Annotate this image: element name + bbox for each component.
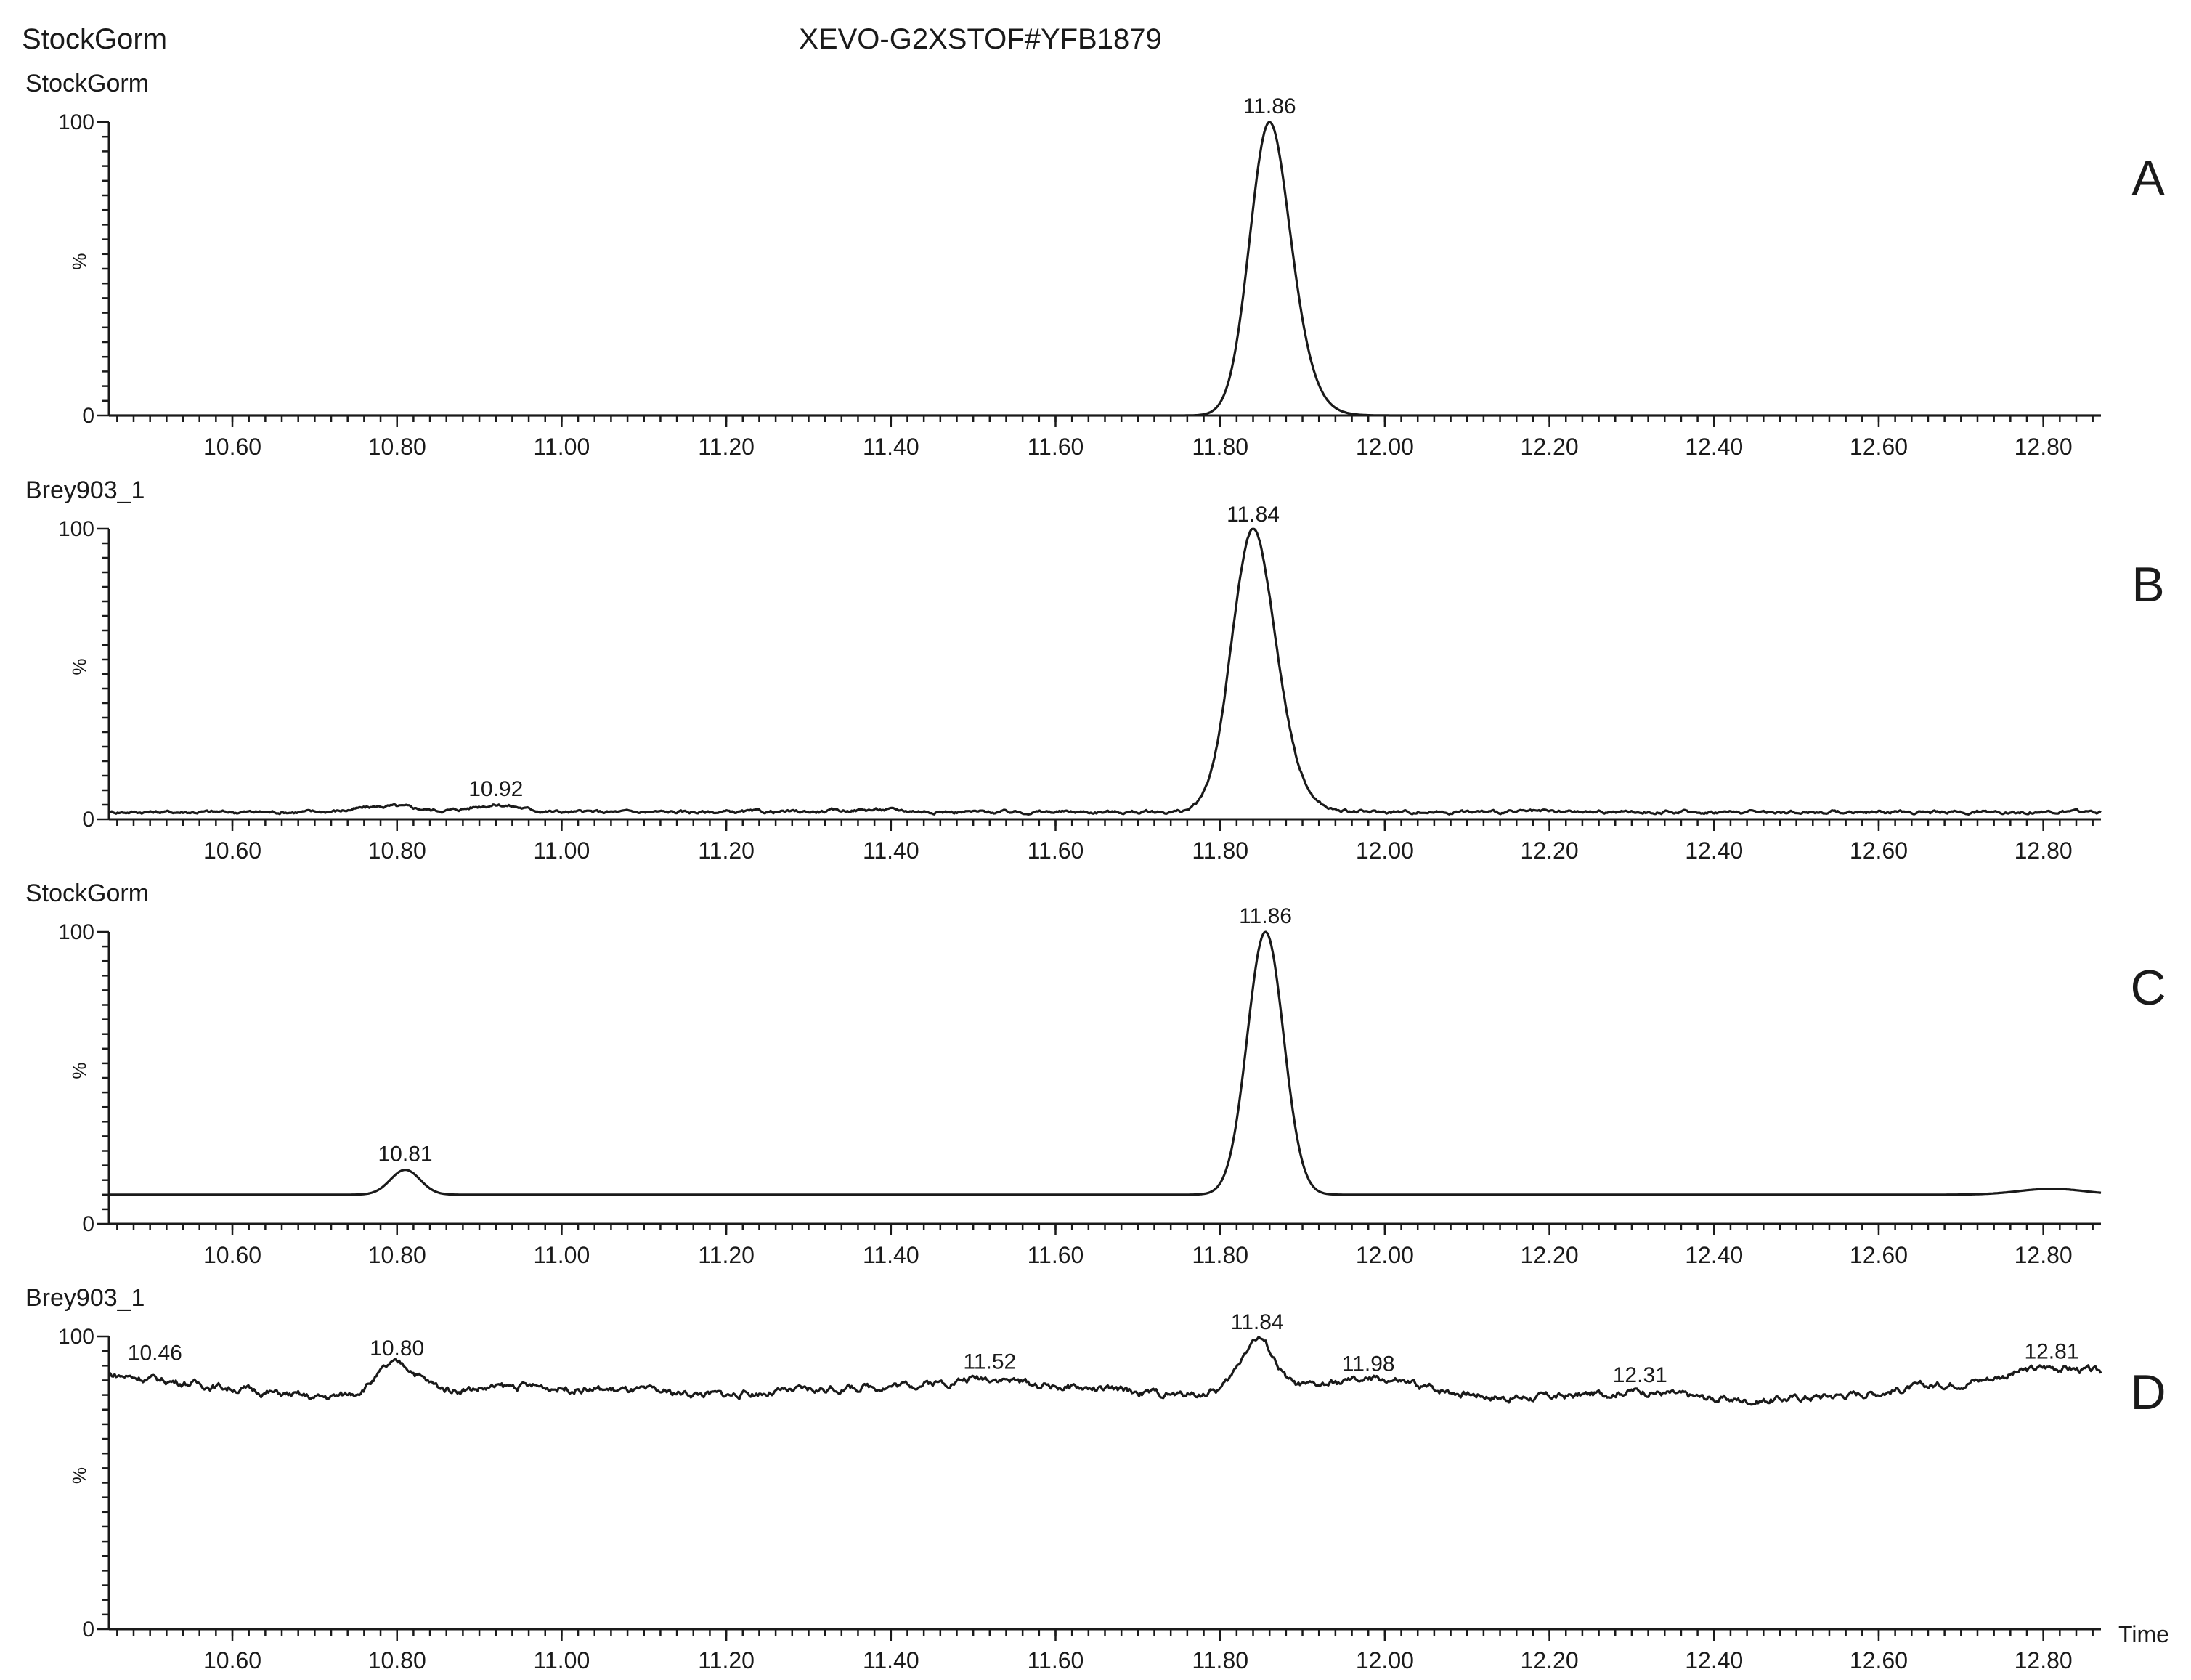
- y-axis-label: %: [68, 1467, 90, 1484]
- x-tick-label: 12.20: [1521, 1242, 1579, 1268]
- x-tick-label: 11.60: [1028, 837, 1084, 864]
- x-tick-label: 10.60: [203, 1242, 261, 1268]
- trace-label: Brey903_1: [25, 1284, 145, 1312]
- peak-label: 10.81: [378, 1143, 433, 1166]
- x-tick-label: 11.00: [534, 837, 590, 864]
- chart-panel-d: Brey903_1 D 0 100% 10.60 10.80 11.00 11.20 11.40…: [25, 1284, 2169, 1673]
- chromatogram-trace: [108, 1336, 2102, 1406]
- x-axis-label: Time: [2118, 1621, 2169, 1647]
- panel-letter: A: [2131, 150, 2165, 206]
- x-tick-label: 10.60: [203, 1647, 261, 1673]
- peak-label: 11.84: [1227, 503, 1280, 527]
- x-tick-label: 12.80: [2015, 1242, 2073, 1268]
- peak-label: 11.52: [963, 1350, 1016, 1373]
- chromatogram-trace: [109, 121, 2101, 417]
- peak-label: 11.86: [1239, 904, 1292, 928]
- x-tick-label: 11.40: [863, 837, 919, 864]
- x-tick-label: 11.20: [698, 434, 755, 460]
- peak-label: 11.98: [1342, 1352, 1395, 1376]
- x-tick-label: 12.60: [1850, 1242, 1908, 1268]
- peak-label: 12.81: [2024, 1339, 2078, 1363]
- y-axis-label: %: [68, 1062, 90, 1079]
- x-tick-label: 12.40: [1685, 1242, 1743, 1268]
- chart-panel-c: StockGorm C 0 100% 10.60 10.80 11.00 11.20 11.40…: [25, 880, 2166, 1268]
- x-tick-label: 10.60: [203, 837, 261, 864]
- y-tick-label: 100: [58, 110, 94, 134]
- x-tick-label: 12.20: [1521, 837, 1579, 864]
- peak-label: 12.31: [1613, 1363, 1667, 1387]
- x-tick-label: 10.80: [368, 434, 426, 460]
- x-tick-label: 11.00: [534, 1242, 590, 1268]
- chromatogram-trace: [109, 930, 2102, 1196]
- peak-label: 11.84: [1231, 1310, 1284, 1334]
- trace-label: Brey903_1: [25, 476, 145, 504]
- x-tick-label: 10.80: [368, 837, 426, 864]
- x-tick-label: 11.00: [534, 1647, 590, 1673]
- x-tick-label: 11.60: [1028, 1242, 1084, 1268]
- x-tick-label: 12.00: [1356, 837, 1414, 864]
- x-tick-label: 12.60: [1850, 1647, 1908, 1673]
- peak-label: 10.80: [370, 1336, 424, 1360]
- x-tick-label: 12.60: [1850, 434, 1908, 460]
- instrument-title: XEVO-G2XSTOF#YFB1879: [799, 23, 1162, 55]
- x-tick-label: 11.40: [863, 1647, 919, 1673]
- y-tick-label: 0: [82, 404, 94, 428]
- x-tick-label: 10.80: [368, 1647, 426, 1673]
- peak-label: 11.86: [1243, 94, 1296, 118]
- trace-label: StockGorm: [25, 880, 149, 907]
- x-tick-label: 11.80: [1192, 1242, 1248, 1268]
- x-tick-label: 11.40: [863, 434, 919, 460]
- x-tick-label: 11.60: [1028, 434, 1084, 460]
- panel-letter: C: [2130, 960, 2166, 1015]
- x-tick-label: 12.20: [1521, 1647, 1579, 1673]
- x-tick-label: 10.80: [368, 1242, 426, 1268]
- x-tick-label: 11.20: [698, 1242, 755, 1268]
- y-tick-label: 0: [82, 1618, 94, 1642]
- x-tick-label: 11.20: [698, 837, 755, 864]
- y-tick-label: 0: [82, 808, 94, 832]
- x-tick-label: 12.00: [1356, 434, 1414, 460]
- y-tick-label: 100: [58, 920, 94, 944]
- y-axis-label: %: [68, 253, 90, 269]
- trace-label: StockGorm: [25, 70, 149, 97]
- x-tick-label: 12.80: [2015, 1647, 2073, 1673]
- y-tick-label: 100: [58, 517, 94, 541]
- x-tick-label: 12.40: [1685, 1647, 1743, 1673]
- chart-panel-b: Brey903_1 B 0 100% 10.60 10.80 11.00 11.20 11.40…: [25, 476, 2165, 864]
- peak-label: 10.46: [128, 1341, 182, 1365]
- y-tick-label: 0: [82, 1212, 94, 1236]
- x-tick-label: 12.00: [1356, 1647, 1414, 1673]
- peak-label: 10.92: [468, 777, 523, 801]
- x-tick-label: 11.00: [534, 434, 590, 460]
- x-tick-label: 11.40: [863, 1242, 919, 1268]
- chromatogram-trace: [108, 527, 2102, 816]
- y-tick-label: 100: [58, 1325, 94, 1349]
- sample-name: StockGorm: [22, 23, 168, 55]
- panel-letter: B: [2131, 557, 2164, 612]
- x-tick-label: 11.80: [1192, 1647, 1248, 1673]
- x-tick-label: 11.20: [698, 1647, 755, 1673]
- x-tick-label: 11.80: [1192, 837, 1248, 864]
- x-tick-label: 12.00: [1356, 1242, 1414, 1268]
- x-tick-label: 12.40: [1685, 837, 1743, 864]
- x-tick-label: 12.20: [1521, 434, 1579, 460]
- y-axis-label: %: [68, 658, 90, 675]
- x-tick-label: 11.80: [1192, 434, 1248, 460]
- x-tick-label: 10.60: [203, 434, 261, 460]
- x-tick-label: 11.60: [1028, 1647, 1084, 1673]
- x-tick-label: 12.80: [2015, 837, 2073, 864]
- x-tick-label: 12.80: [2015, 434, 2073, 460]
- panel-letter: D: [2130, 1365, 2166, 1420]
- x-tick-label: 12.60: [1850, 837, 1908, 864]
- chart-panel-a: StockGorm A 0 100% 10.60 10.80 11.00 11.20 11.40…: [25, 70, 2165, 460]
- x-tick-label: 12.40: [1685, 434, 1743, 460]
